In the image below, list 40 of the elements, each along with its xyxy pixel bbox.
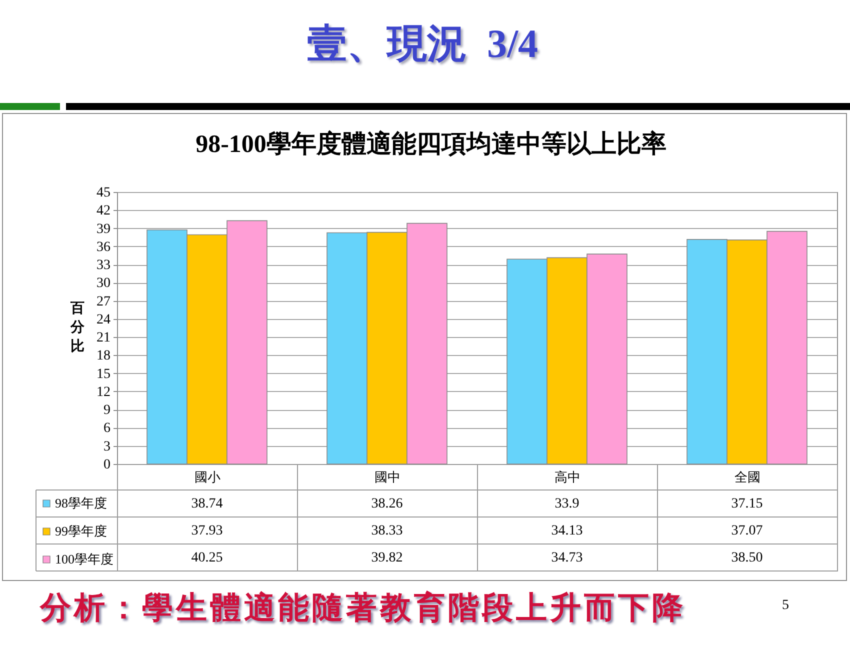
data-label: 38.50: [731, 550, 763, 566]
legend-label: 100學年度: [55, 552, 114, 566]
y-tick-label: 18: [96, 348, 110, 364]
y-tick-label: 9: [104, 403, 110, 418]
data-label: 39.82: [371, 550, 403, 566]
data-label: 34.13: [551, 524, 583, 538]
data-label: 38.74: [191, 496, 223, 512]
y-tick-label: 39: [96, 222, 110, 237]
text: 5: [782, 597, 789, 615]
data-label: 38.26: [371, 496, 403, 512]
y-tick-label: 0: [104, 458, 110, 472]
y-tick-label: 42: [96, 204, 110, 219]
chart-subtitle: 98-100學年度體適能四項均達中等以上比率: [196, 130, 666, 158]
data-label: 37.07: [731, 524, 763, 538]
data-label: 37.93: [191, 524, 223, 538]
y-tick-label: 15: [96, 366, 110, 382]
y-tick-label: 12: [96, 384, 110, 400]
data-label: 40.25: [191, 550, 223, 566]
y-tick-label: 24: [96, 312, 110, 328]
legend-label: 98學年度: [55, 496, 107, 510]
legend-label: 99學年度: [55, 524, 107, 538]
chart-title: 壹、現況 3/4: [306, 20, 540, 68]
y-tick-label: 21: [96, 330, 110, 346]
y-tick-label: 36: [96, 240, 110, 255]
data-label: 38.33: [371, 524, 403, 538]
y-tick-label: 6: [104, 421, 110, 436]
y-tick-label: 27: [96, 294, 110, 310]
data-label: 33.9: [554, 496, 580, 512]
x-tick-label: 全國: [734, 470, 760, 484]
x-tick-label: 高中: [554, 470, 580, 484]
y-tick-label: 33: [96, 258, 110, 274]
y-tick-label: 30: [96, 276, 110, 292]
y-tick-label: 3: [104, 439, 110, 454]
data-label: 37.15: [731, 496, 763, 512]
y-tick-label: 45: [96, 186, 110, 200]
data-label: 34.73: [551, 550, 583, 566]
x-tick-label: 國小: [194, 470, 220, 484]
x-tick-label: 國中: [374, 470, 400, 484]
y-axis-title: 百分比: [70, 302, 86, 354]
text: 分析：學生體適能隨著教育階段上升而下降: [40, 589, 686, 627]
